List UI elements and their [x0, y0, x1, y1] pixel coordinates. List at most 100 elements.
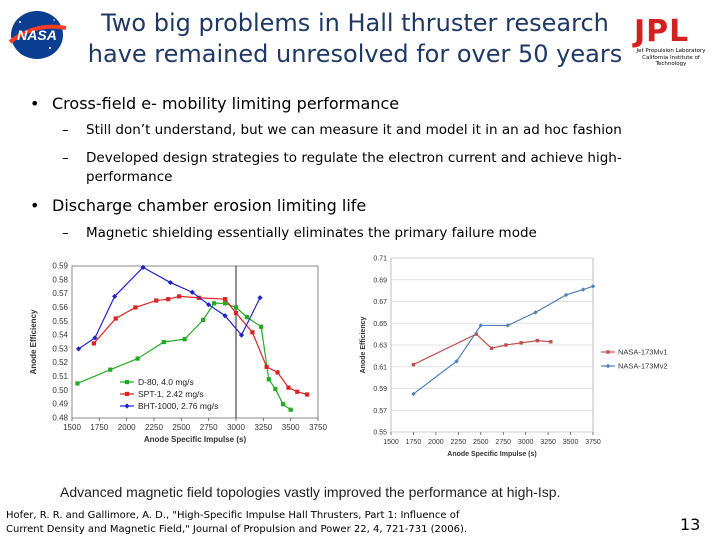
- data-point: [411, 362, 416, 367]
- y-tick-label: 0.51: [52, 372, 68, 381]
- nasa-wordmark: NASA: [17, 27, 57, 43]
- bullet-dot: •: [30, 196, 40, 215]
- y-tick-label: 0.71: [373, 256, 387, 263]
- data-point: [264, 364, 269, 369]
- x-tick-label: 2750: [200, 423, 218, 432]
- series-1: [75, 301, 293, 412]
- x-tick-label: 3750: [309, 423, 327, 432]
- series-line: [413, 285, 594, 395]
- data-point: [133, 305, 138, 310]
- data-point: [250, 330, 255, 335]
- y-tick-label: 0.59: [373, 386, 387, 393]
- data-point: [75, 381, 80, 386]
- legend-entry: D-80, 4.0 mg/s: [138, 377, 194, 387]
- series-line: [78, 266, 261, 350]
- x-tick-label: 2500: [473, 439, 489, 446]
- legend: D-80, 4.0 mg/s SPT-1, 2.42 mg/s BHT-1000, …: [120, 377, 218, 411]
- sub-bullet-2-1: – Magnetic shielding essentially elimina…: [62, 225, 537, 241]
- y-tick-label: 0.59: [52, 262, 68, 271]
- data-point: [504, 343, 508, 347]
- y-tick-label: 0.57: [373, 408, 387, 415]
- data-point: [273, 386, 278, 392]
- series-1: [411, 332, 553, 367]
- x-tick-label: 2000: [118, 423, 136, 432]
- x-axis-label: Anode Specific Impulse (s): [447, 451, 536, 458]
- data-point: [266, 377, 271, 382]
- bullet-2: • Discharge chamber erosion limiting lif…: [30, 196, 367, 215]
- data-point: [177, 294, 182, 299]
- data-point: [154, 298, 159, 303]
- data-point: [286, 385, 291, 390]
- y-tick-label: 0.67: [373, 299, 387, 306]
- y-tick-label: 0.49: [52, 400, 68, 409]
- data-point: [275, 370, 280, 375]
- bullet-1: • Cross-field e- mobility limiting perfo…: [30, 94, 400, 113]
- data-point: [259, 324, 264, 329]
- data-point: [533, 310, 538, 315]
- y-axis-label: Anode Efficiency: [360, 317, 367, 374]
- data-point: [519, 341, 523, 345]
- sub-bullet-1-1: – Still don’t understand, but we can mea…: [62, 122, 622, 138]
- efficiency-chart-right: 0.55 0.57 0.59 0.61 0.63 0.65 0.67 0.69 0.71 1500…: [360, 256, 668, 459]
- data-point: [182, 337, 187, 342]
- y-tick-label: 0.53: [52, 344, 68, 353]
- y-tick-label: 0.57: [52, 289, 68, 298]
- x-tick-label: 3500: [563, 439, 579, 446]
- legend-marker: [606, 350, 610, 354]
- x-tick-label: 2750: [495, 439, 511, 446]
- y-tick-label: 0.55: [373, 430, 387, 437]
- x-tick-label: 2250: [145, 423, 163, 432]
- x-tick-label: 3750: [585, 439, 601, 446]
- data-point: [135, 356, 140, 361]
- data-point: [233, 310, 239, 316]
- data-point: [280, 402, 286, 407]
- legend-marker: [605, 363, 611, 369]
- x-tick-label: 2500: [172, 423, 190, 432]
- data-point: [295, 389, 300, 394]
- x-tick-label: 1750: [90, 423, 108, 432]
- legend-entry: NASA-173Mv2: [618, 362, 668, 371]
- x-tick-label: 3000: [518, 439, 534, 446]
- x-tick-label: 1500: [383, 439, 399, 446]
- legend-marker: [124, 391, 130, 397]
- figure-caption: Advanced magnetic field topologies vastl…: [60, 484, 561, 500]
- legend: NASA-173Mv1 NASA-173Mv2: [601, 348, 668, 371]
- data-point: [304, 392, 310, 397]
- x-tick-label: 2250: [451, 439, 467, 446]
- jpl-wordmark: JPL: [634, 14, 690, 49]
- legend-marker: [124, 379, 130, 385]
- data-point: [474, 332, 478, 336]
- data-point: [489, 346, 494, 350]
- jpl-logo: JPL Jet Propulsion Laboratory California…: [626, 14, 716, 68]
- title-line-1: Two big problems in Hall thruster resear…: [101, 9, 609, 37]
- y-tick-label: 0.69: [373, 277, 387, 284]
- y-tick-label: 0.61: [373, 364, 387, 371]
- data-point: [549, 340, 553, 344]
- y-tick-label: 0.55: [52, 317, 68, 326]
- data-point: [233, 305, 239, 310]
- x-tick-label: 3250: [254, 423, 272, 432]
- title-line-2: have remained unresolved for over 50 yea…: [87, 40, 623, 68]
- data-point: [454, 359, 459, 364]
- data-point: [166, 297, 171, 302]
- y-axis-label: Anode Efficiency: [29, 309, 38, 374]
- data-point: [212, 301, 217, 306]
- x-axis-label: Anode Specific Impulse (s): [144, 435, 247, 444]
- efficiency-chart-left: 0.48 0.49 0.50 0.51 0.52 0.53 0.54 0.55 0.56 0.57…: [29, 262, 327, 445]
- data-point: [222, 301, 228, 306]
- data-point: [288, 407, 293, 412]
- data-point: [411, 391, 416, 397]
- jpl-subtitle-2: California Institute of Technology: [642, 55, 700, 67]
- reference: Hofer, R. R. and Gallimore, A. D., "High…: [6, 510, 468, 535]
- y-tick-label: 0.65: [373, 321, 387, 328]
- x-tick-label: 3000: [227, 423, 245, 432]
- data-point: [478, 323, 483, 328]
- legend-entry: NASA-173Mv1: [618, 348, 668, 357]
- legend-entry: SPT-1, 2.42 mg/s: [138, 389, 204, 399]
- series-2: [411, 284, 596, 397]
- slide-title: Two big problems in Hall thruster resear…: [80, 8, 630, 70]
- x-tick-label: 2000: [428, 439, 444, 446]
- data-point: [161, 339, 166, 345]
- x-tick-label: 3500: [282, 423, 300, 432]
- data-point: [91, 341, 96, 346]
